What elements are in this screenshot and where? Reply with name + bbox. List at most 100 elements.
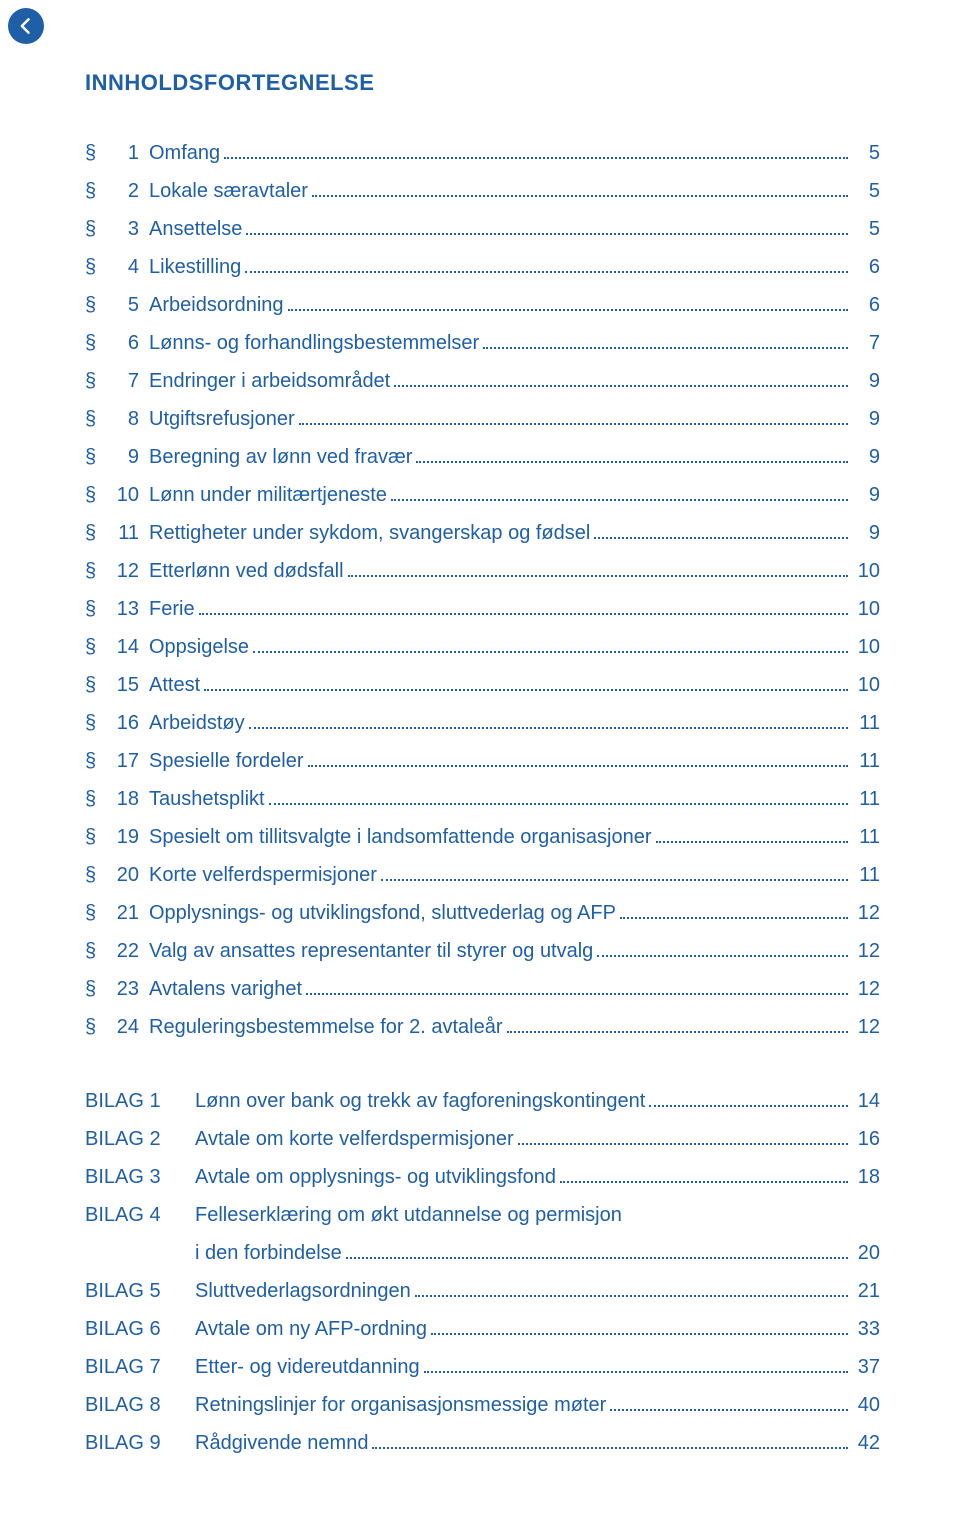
toc-paragraphs: §1Omfang5§2Lokale særavtaler5§3Ansettels… bbox=[85, 134, 880, 1046]
section-marker: § bbox=[85, 590, 113, 628]
page-number: 33 bbox=[852, 1310, 880, 1348]
toc-row[interactable]: §4Likestilling6 bbox=[85, 248, 880, 286]
toc-row[interactable]: §23Avtalens varighet12 bbox=[85, 970, 880, 1008]
section-marker: § bbox=[85, 780, 113, 818]
section-label: Taushetsplikt bbox=[149, 780, 265, 818]
toc-row[interactable]: §24Reguleringsbestemmelse for 2. avtaleå… bbox=[85, 1008, 880, 1046]
toc-row[interactable]: §14Oppsigelse10 bbox=[85, 628, 880, 666]
page-number: 21 bbox=[852, 1272, 880, 1310]
bilag-marker: BILAG 3 bbox=[85, 1158, 195, 1196]
toc-row[interactable]: BILAG 3Avtale om opplysnings- og utvikli… bbox=[85, 1158, 880, 1196]
toc-row[interactable]: BILAG 2Avtale om korte velferdspermisjon… bbox=[85, 1120, 880, 1158]
dot-leader bbox=[656, 833, 849, 843]
toc-row[interactable]: BILAG 6Avtale om ny AFP-ordning33 bbox=[85, 1310, 880, 1348]
page-number: 12 bbox=[852, 970, 880, 1008]
section-label: Utgiftsrefusjoner bbox=[149, 400, 295, 438]
page-number: 16 bbox=[852, 1120, 880, 1158]
section-label: Attest bbox=[149, 666, 200, 704]
section-marker: § bbox=[85, 400, 113, 438]
toc-row[interactable]: §2Lokale særavtaler5 bbox=[85, 172, 880, 210]
toc-row[interactable]: §12Etterlønn ved dødsfall10 bbox=[85, 552, 880, 590]
toc-row[interactable]: BILAG 9Rådgivende nemnd42 bbox=[85, 1424, 880, 1462]
section-number: 7 bbox=[113, 362, 149, 400]
page-number: 12 bbox=[852, 894, 880, 932]
section-number: 20 bbox=[113, 856, 149, 894]
dot-leader bbox=[306, 985, 848, 995]
page-number: 10 bbox=[852, 590, 880, 628]
section-marker: § bbox=[85, 286, 113, 324]
section-marker: § bbox=[85, 134, 113, 172]
section-label: Beregning av lønn ved fravær bbox=[149, 438, 412, 476]
section-number: 2 bbox=[113, 172, 149, 210]
toc-row[interactable]: §15Attest10 bbox=[85, 666, 880, 704]
toc-row[interactable]: BILAG 7Etter- og videreutdanning37 bbox=[85, 1348, 880, 1386]
dot-leader bbox=[597, 947, 848, 957]
toc-row[interactable]: BILAG 5Sluttvederlagsordningen 21 bbox=[85, 1272, 880, 1310]
section-label: Lønn under militærtjeneste bbox=[149, 476, 387, 514]
toc-row[interactable]: §8Utgiftsrefusjoner9 bbox=[85, 400, 880, 438]
bilag-label: Sluttvederlagsordningen bbox=[195, 1272, 411, 1310]
toc-row[interactable]: §16Arbeidstøy11 bbox=[85, 704, 880, 742]
page-number: 10 bbox=[852, 628, 880, 666]
toc-row[interactable]: §20Korte velferdspermisjoner11 bbox=[85, 856, 880, 894]
section-number: 19 bbox=[113, 818, 149, 856]
bilag-label: Felleserklæring om økt utdannelse og per… bbox=[195, 1196, 622, 1234]
section-marker: § bbox=[85, 362, 113, 400]
bilag-marker: BILAG 5 bbox=[85, 1272, 195, 1310]
dot-leader bbox=[415, 1287, 848, 1297]
page-number: 20 bbox=[852, 1234, 880, 1272]
page-number: 9 bbox=[852, 476, 880, 514]
dot-leader bbox=[246, 225, 848, 235]
dot-leader bbox=[253, 643, 848, 653]
toc-row[interactable]: §1Omfang5 bbox=[85, 134, 880, 172]
toc-row[interactable]: BILAG 1Lønn over bank og trekk av fagfor… bbox=[85, 1082, 880, 1120]
page-number: 6 bbox=[852, 286, 880, 324]
dot-leader bbox=[610, 1401, 848, 1411]
bilag-label: Etter- og videreutdanning bbox=[195, 1348, 420, 1386]
toc-row[interactable]: BILAG 4Felleserklæring om økt utdannelse… bbox=[85, 1196, 880, 1234]
section-label: Arbeidstøy bbox=[149, 704, 245, 742]
toc-row[interactable]: §5Arbeidsordning6 bbox=[85, 286, 880, 324]
dot-leader bbox=[507, 1023, 848, 1033]
toc-row[interactable]: §17Spesielle fordeler11 bbox=[85, 742, 880, 780]
section-number: 3 bbox=[113, 210, 149, 248]
section-marker: § bbox=[85, 552, 113, 590]
dot-leader bbox=[245, 263, 848, 273]
toc-row[interactable]: §3Ansettelse5 bbox=[85, 210, 880, 248]
toc-row[interactable]: §18Taushetsplikt11 bbox=[85, 780, 880, 818]
toc-row[interactable]: §11Rettigheter under sykdom, svangerskap… bbox=[85, 514, 880, 552]
section-number: 6 bbox=[113, 324, 149, 362]
toc-row[interactable]: §21Opplysnings- og utviklingsfond, slutt… bbox=[85, 894, 880, 932]
bilag-label: Avtale om ny AFP-ordning bbox=[195, 1310, 427, 1348]
section-number: 13 bbox=[113, 590, 149, 628]
toc-row[interactable]: §6Lønns- og forhandlingsbestemmelser7 bbox=[85, 324, 880, 362]
page-number: 37 bbox=[852, 1348, 880, 1386]
dot-leader bbox=[312, 187, 848, 197]
section-label: Spesielle fordeler bbox=[149, 742, 304, 780]
section-label: Etterlønn ved dødsfall bbox=[149, 552, 344, 590]
page-number: 11 bbox=[852, 856, 880, 894]
dot-leader bbox=[348, 567, 848, 577]
section-label: Spesielt om tillitsvalgte i landsomfatte… bbox=[149, 818, 652, 856]
page-number: 7 bbox=[852, 324, 880, 362]
dot-leader bbox=[518, 1135, 848, 1145]
section-number: 24 bbox=[113, 1008, 149, 1046]
page-number: 6 bbox=[852, 248, 880, 286]
dot-leader bbox=[424, 1363, 848, 1373]
section-number: 16 bbox=[113, 704, 149, 742]
toc-row[interactable]: §19Spesielt om tillitsvalgte i landsomfa… bbox=[85, 818, 880, 856]
section-marker: § bbox=[85, 172, 113, 210]
toc-row[interactable]: §10Lønn under militærtjeneste9 bbox=[85, 476, 880, 514]
dot-leader bbox=[620, 909, 848, 919]
toc-row[interactable]: §9Beregning av lønn ved fravær9 bbox=[85, 438, 880, 476]
section-label: Reguleringsbestemmelse for 2. avtaleår bbox=[149, 1008, 503, 1046]
toc-row-continuation[interactable]: i den forbindelse20 bbox=[85, 1234, 880, 1272]
section-label: Lønns- og forhandlingsbestemmelser bbox=[149, 324, 479, 362]
bilag-marker: BILAG 2 bbox=[85, 1120, 195, 1158]
toc-row[interactable]: §22Valg av ansattes representanter til s… bbox=[85, 932, 880, 970]
dot-leader bbox=[560, 1173, 848, 1183]
toc-row[interactable]: §7Endringer i arbeidsområdet9 bbox=[85, 362, 880, 400]
dot-leader bbox=[394, 377, 848, 387]
toc-row[interactable]: BILAG 8Retningslinjer for organisasjonsm… bbox=[85, 1386, 880, 1424]
toc-row[interactable]: §13Ferie10 bbox=[85, 590, 880, 628]
